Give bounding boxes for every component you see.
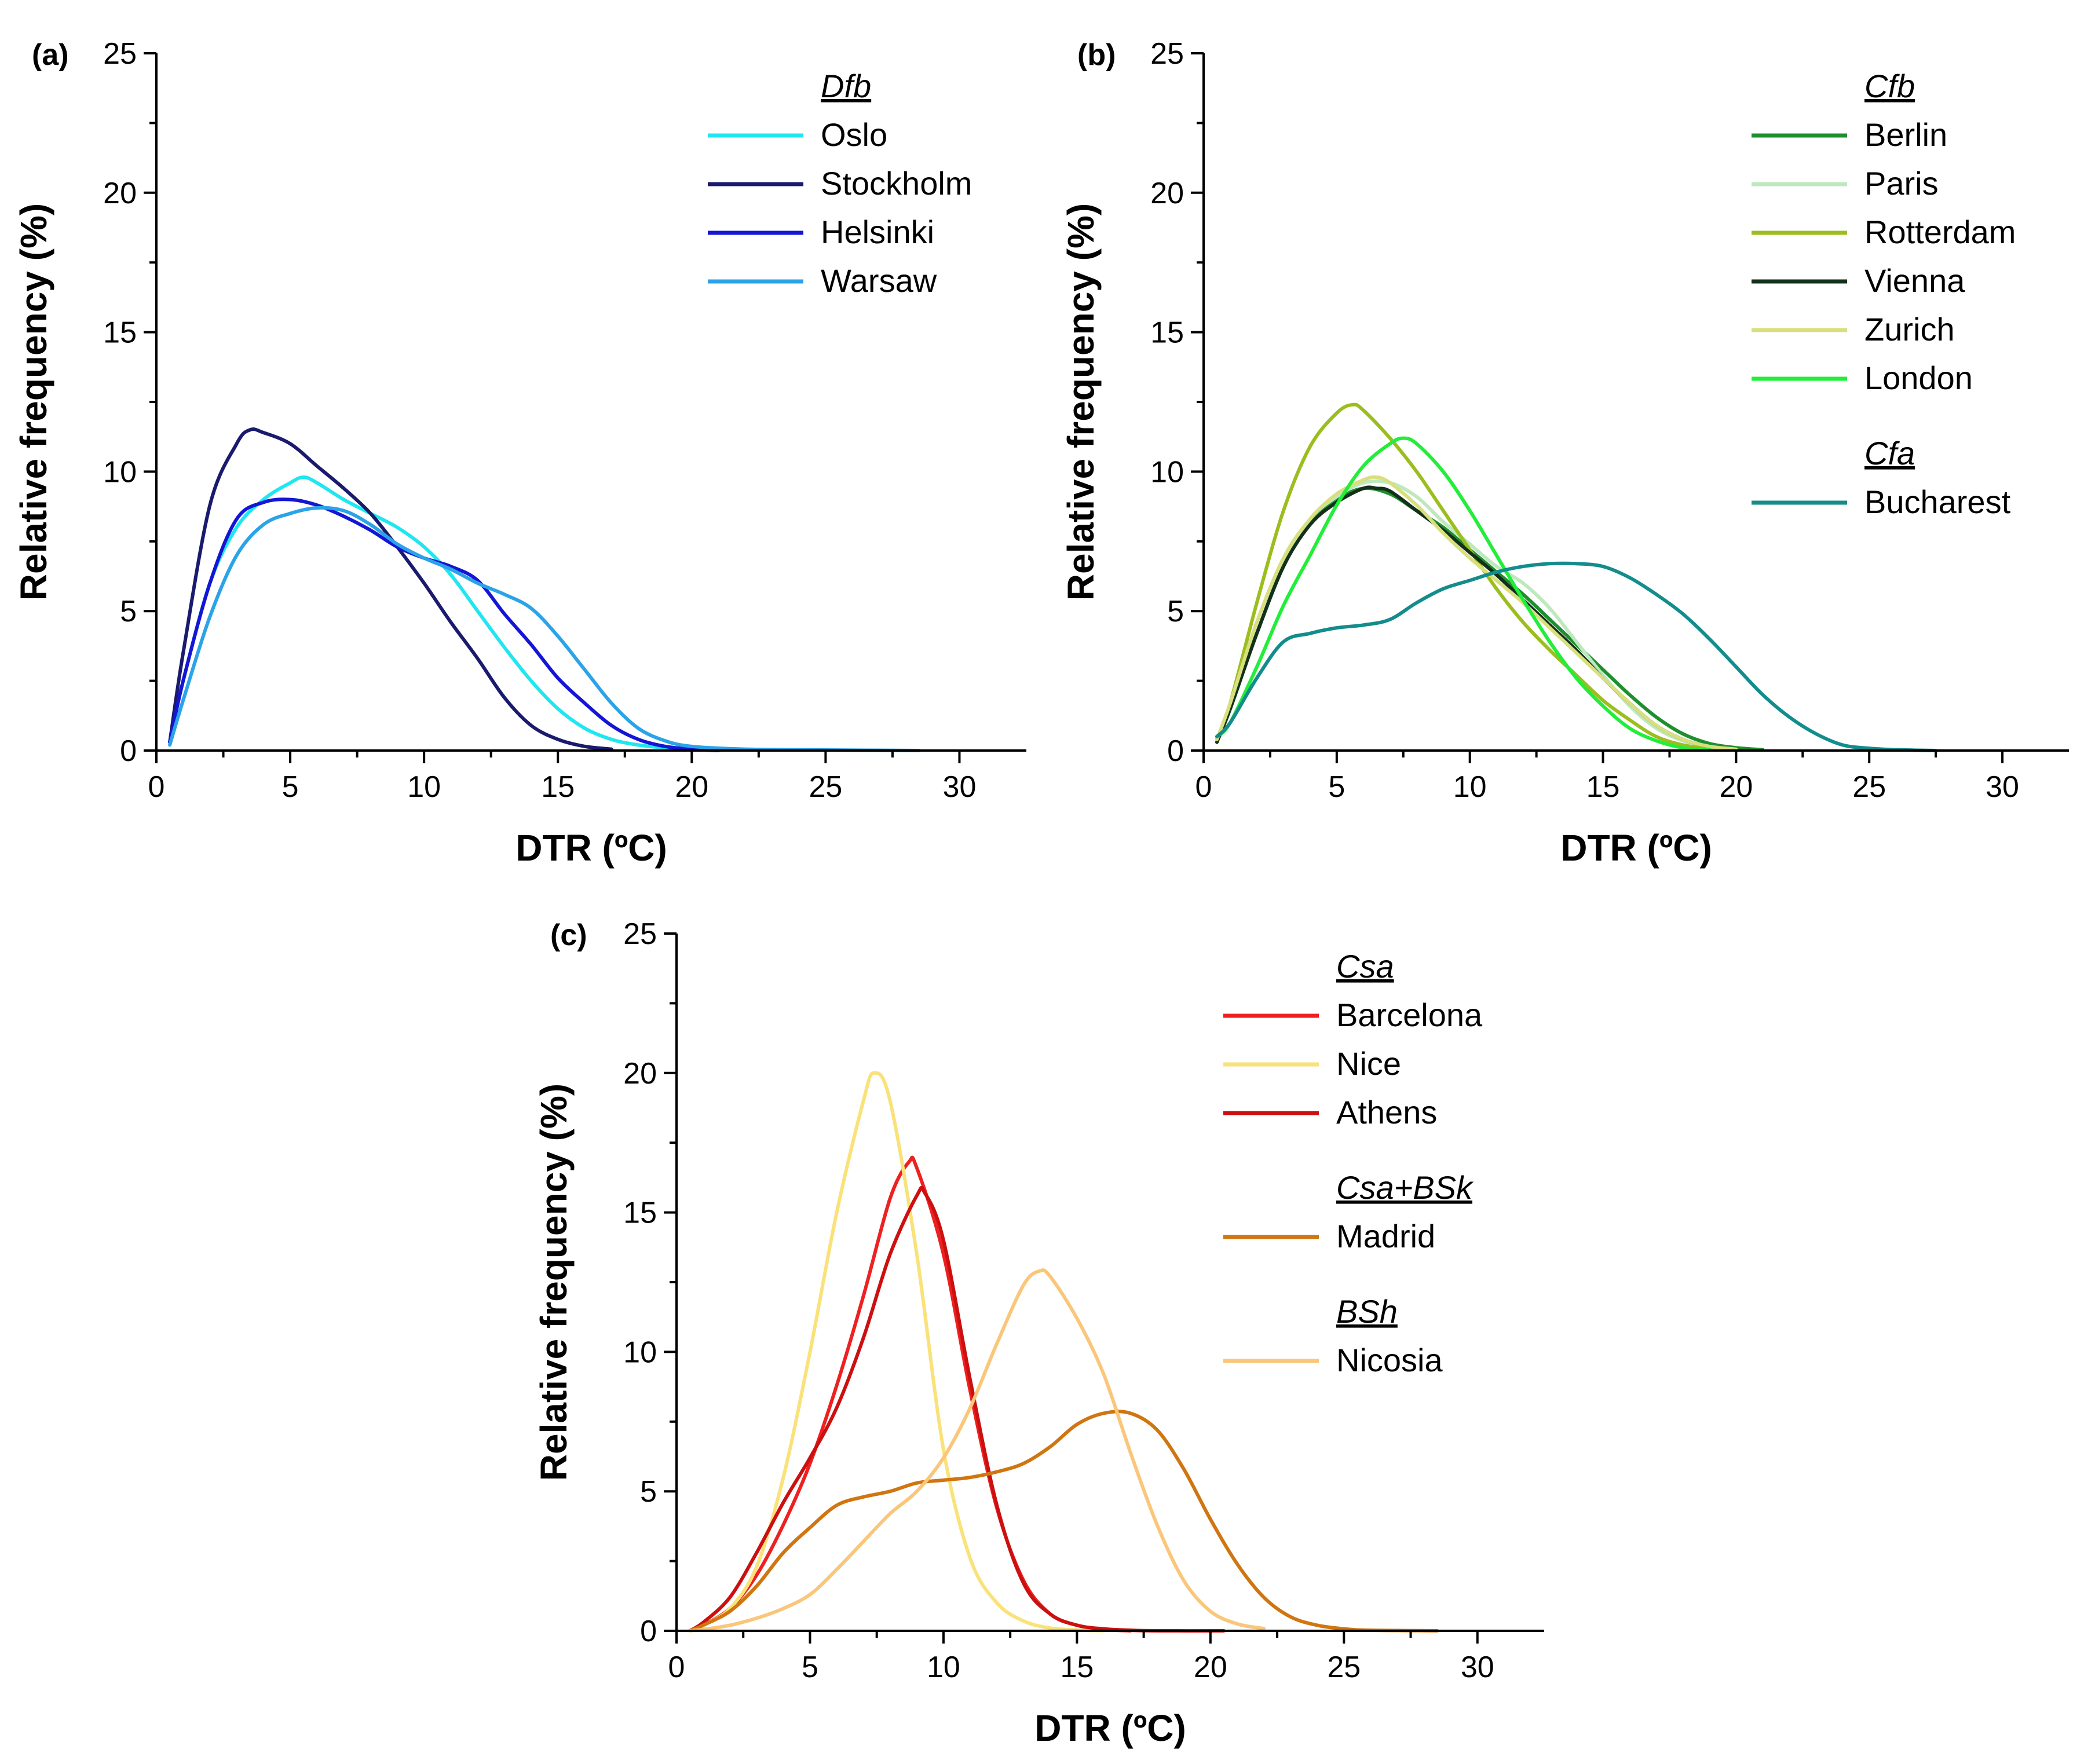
panel-b: (b) 0 5 10 15 20 25 30 0 5 10 15 20 25 DTR (ºC) Relativ… xyxy=(1060,37,2069,869)
y-axis-title: Relative frequency (%) xyxy=(1060,203,1102,601)
y-tick-label: 15 xyxy=(1150,316,1184,350)
legend-group-title: Cfb xyxy=(1864,68,1915,104)
legend-label-vienna: Vienna xyxy=(1864,262,1965,299)
y-tick-label: 5 xyxy=(1167,595,1184,628)
legend-group-title: BSh xyxy=(1336,1293,1398,1330)
panel-label: (c) xyxy=(550,918,587,952)
x-tick-label: 0 xyxy=(668,1650,685,1684)
x-tick-label: 10 xyxy=(1453,770,1487,804)
legend-group-title: Csa+BSk xyxy=(1336,1169,1474,1206)
series-line-bucharest xyxy=(1215,561,1938,752)
legend-group-title: Cfa xyxy=(1864,435,1915,471)
x-tick-label: 25 xyxy=(1327,1650,1361,1684)
legend-label-rotterdam: Rotterdam xyxy=(1864,214,2016,250)
panel-a: (a) 0 5 10 15 20 25 30 0 5 10 15 20 25 DTR (ºC) Relativ… xyxy=(13,37,1026,869)
x-tick-label: 0 xyxy=(1195,770,1212,804)
y-tick-label: 10 xyxy=(623,1335,657,1369)
legend-label-bucharest: Bucharest xyxy=(1864,484,2011,520)
y-tick-label: 15 xyxy=(103,316,137,350)
y-tick-label: 0 xyxy=(120,734,137,768)
x-tick-label: 15 xyxy=(541,770,575,804)
x-axis-title: DTR (ºC) xyxy=(515,827,667,869)
y-tick-label: 20 xyxy=(1150,177,1184,210)
x-axis-title: DTR (ºC) xyxy=(1034,1707,1186,1749)
y-tick-label: 10 xyxy=(1150,455,1184,489)
y-tick-label: 0 xyxy=(1167,734,1184,768)
panel-label: (a) xyxy=(32,38,69,72)
legend-label-barcelona: Barcelona xyxy=(1336,997,1483,1033)
series-line-stockholm xyxy=(168,427,613,751)
x-tick-label: 5 xyxy=(1328,770,1345,804)
series-line-oslo xyxy=(168,475,694,751)
y-tick-label: 0 xyxy=(640,1615,657,1648)
x-tick-label: 15 xyxy=(1586,770,1620,804)
legend-group-title: Csa xyxy=(1336,948,1394,985)
x-tick-label: 10 xyxy=(407,770,441,804)
legend-label-helsinki: Helsinki xyxy=(821,214,934,250)
series-group xyxy=(168,427,922,752)
x-tick-label: 20 xyxy=(675,770,708,804)
series-line-berlin xyxy=(1215,486,1765,752)
series-line-barcelona xyxy=(688,1155,1132,1633)
y-tick-label: 20 xyxy=(103,177,137,210)
legend-label-athens: Athens xyxy=(1336,1094,1437,1130)
legend-label-madrid: Madrid xyxy=(1336,1218,1435,1254)
series-line-nicosia xyxy=(688,1268,1266,1633)
legend-label-nice: Nice xyxy=(1336,1045,1401,1082)
series-line-zurich xyxy=(1215,475,1738,751)
y-tick-label: 5 xyxy=(640,1475,657,1509)
y-tick-label: 10 xyxy=(103,455,137,489)
x-tick-label: 10 xyxy=(927,1650,960,1684)
panel-c: (c) 0 5 10 15 20 25 30 0 5 10 15 20 25 DTR (ºC) Relativ… xyxy=(533,917,1544,1749)
y-tick-label: 25 xyxy=(623,917,657,951)
series-line-rotterdam xyxy=(1215,402,1712,751)
x-tick-label: 25 xyxy=(1852,770,1886,804)
series-line-athens xyxy=(688,1185,1226,1633)
y-tick-label: 20 xyxy=(623,1057,657,1090)
panel-label: (b) xyxy=(1077,38,1116,72)
x-tick-label: 5 xyxy=(282,770,299,804)
legend: Csa Barcelona Nice Athens Csa+BSk Madrid BSh Ni… xyxy=(1223,948,1483,1378)
series-line-nice xyxy=(688,1071,1106,1633)
legend-label-london: London xyxy=(1864,360,1973,396)
series-group xyxy=(688,1071,1439,1633)
legend-label-paris: Paris xyxy=(1864,165,1939,202)
y-tick-label: 5 xyxy=(120,595,137,628)
y-tick-label: 25 xyxy=(1150,37,1184,71)
legend-label-berlin: Berlin xyxy=(1864,116,1947,153)
y-tick-label: 15 xyxy=(623,1196,657,1230)
legend-label-stockholm: Stockholm xyxy=(821,165,972,202)
x-tick-label: 25 xyxy=(809,770,842,804)
legend-label-oslo: Oslo xyxy=(821,116,887,153)
legend: Dfb Oslo Stockholm Helsinki Warsaw xyxy=(708,68,972,299)
series-line-vienna xyxy=(1215,485,1738,751)
series-line-madrid xyxy=(688,1410,1439,1633)
series-group xyxy=(1215,402,1938,752)
y-tick-label: 25 xyxy=(103,37,137,71)
y-axis-title: Relative frequency (%) xyxy=(533,1084,575,1481)
legend-label-zurich: Zurich xyxy=(1864,311,1955,347)
legend-group-title: Dfb xyxy=(821,68,871,104)
series-line-london xyxy=(1215,436,1712,752)
x-tick-label: 5 xyxy=(802,1650,818,1684)
legend-label-warsaw: Warsaw xyxy=(821,262,937,299)
legend: Cfb Berlin Paris Rotterdam Vienna Zurich Londo… xyxy=(1752,68,2016,520)
x-axis-title: DTR (ºC) xyxy=(1560,827,1712,869)
series-line-warsaw xyxy=(168,506,922,752)
x-tick-label: 0 xyxy=(148,770,165,804)
x-tick-label: 20 xyxy=(1719,770,1753,804)
x-tick-label: 15 xyxy=(1060,1650,1094,1684)
x-tick-label: 30 xyxy=(943,770,977,804)
legend-label-nicosia: Nicosia xyxy=(1336,1342,1443,1378)
x-tick-label: 30 xyxy=(1986,770,2019,804)
x-tick-label: 20 xyxy=(1194,1650,1227,1684)
x-tick-label: 30 xyxy=(1461,1650,1494,1684)
y-axis-title: Relative frequency (%) xyxy=(13,203,54,601)
